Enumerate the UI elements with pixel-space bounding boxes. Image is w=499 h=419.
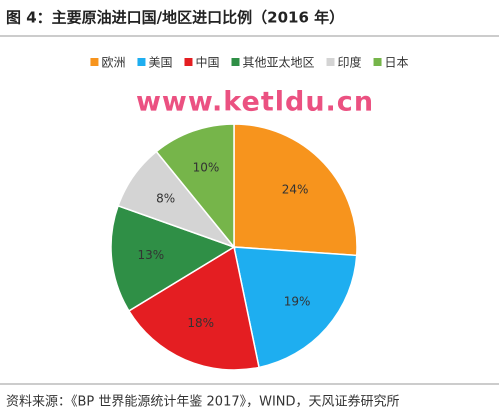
source-note: 资料来源：《BP 世界能源统计年鉴 2017》，WIND，天风证券研究所 (6, 394, 400, 410)
data-label: 10% (193, 161, 220, 175)
chart-title: 图 4：主要原油进口国/地区进口比例（2016 年） (6, 9, 344, 27)
data-label: 13% (137, 248, 164, 262)
watermark: www.ketldu.cn (136, 87, 374, 118)
legend-label: 印度 (338, 55, 362, 70)
legend-swatch (326, 58, 335, 66)
legend-label: 美国 (148, 56, 172, 70)
data-label: 18% (187, 316, 214, 330)
data-label: 19% (284, 294, 311, 308)
data-label: 24% (282, 182, 309, 196)
legend-swatch (373, 58, 382, 66)
pie-slice (110, 204, 236, 312)
legend-swatch (184, 58, 193, 66)
pie-slice (233, 246, 358, 369)
data-label: 8% (156, 191, 175, 205)
legend-label: 欧洲 (101, 56, 125, 70)
legend: 欧洲 美国 中国 其他亚太地区 印度 日本 (90, 55, 409, 70)
pie-slice (233, 123, 358, 257)
legend-label: 中国 (195, 55, 219, 70)
legend-swatch (137, 58, 146, 66)
legend-swatch (90, 58, 99, 66)
pie-slice (127, 245, 260, 371)
pie-slice (155, 123, 235, 250)
legend-swatch (231, 58, 240, 66)
legend-label: 其他亚太地区 (243, 55, 315, 70)
legend-label: 日本 (385, 56, 409, 70)
